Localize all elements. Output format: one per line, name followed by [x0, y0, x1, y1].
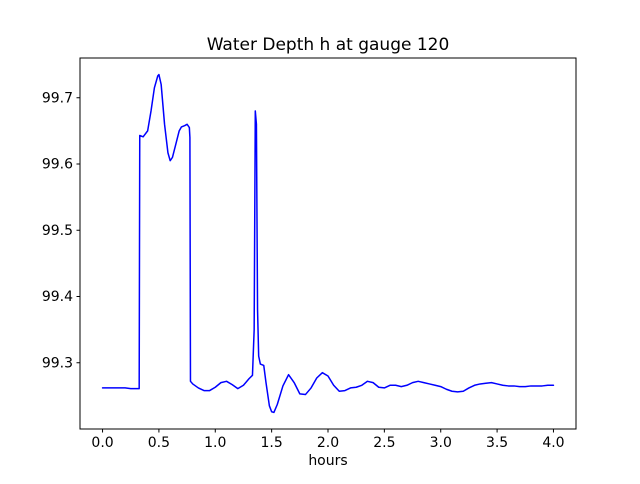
x-tick-label: 2.0	[317, 435, 339, 451]
x-tick-label: 0.0	[91, 435, 113, 451]
chart-title: Water Depth h at gauge 120	[207, 35, 450, 55]
x-tick-label: 4.0	[542, 435, 564, 451]
x-tick-label: 3.5	[486, 435, 508, 451]
x-tick-label: 3.0	[430, 435, 452, 451]
x-tick-label: 1.0	[204, 435, 226, 451]
axes-frame	[79, 57, 577, 430]
x-axis-label: hours	[308, 453, 347, 469]
x-tick-label: 0.5	[148, 435, 170, 451]
y-tick-label: 99.5	[42, 223, 73, 239]
x-tick-label: 2.5	[373, 435, 395, 451]
plot-area: 0.0 0.5 1.0 1.5 2.0 2.5 3.0 3.5 4.0 99.3 99.4 99.5 9…	[42, 57, 577, 451]
y-tick-label: 99.7	[42, 90, 73, 106]
y-tick-label: 99.6	[42, 157, 73, 173]
y-tick-label: 99.4	[42, 289, 73, 305]
series-line-water-depth-h	[101, 73, 555, 414]
y-tick-label: 99.3	[42, 355, 73, 371]
x-tick-label: 1.5	[261, 435, 283, 451]
